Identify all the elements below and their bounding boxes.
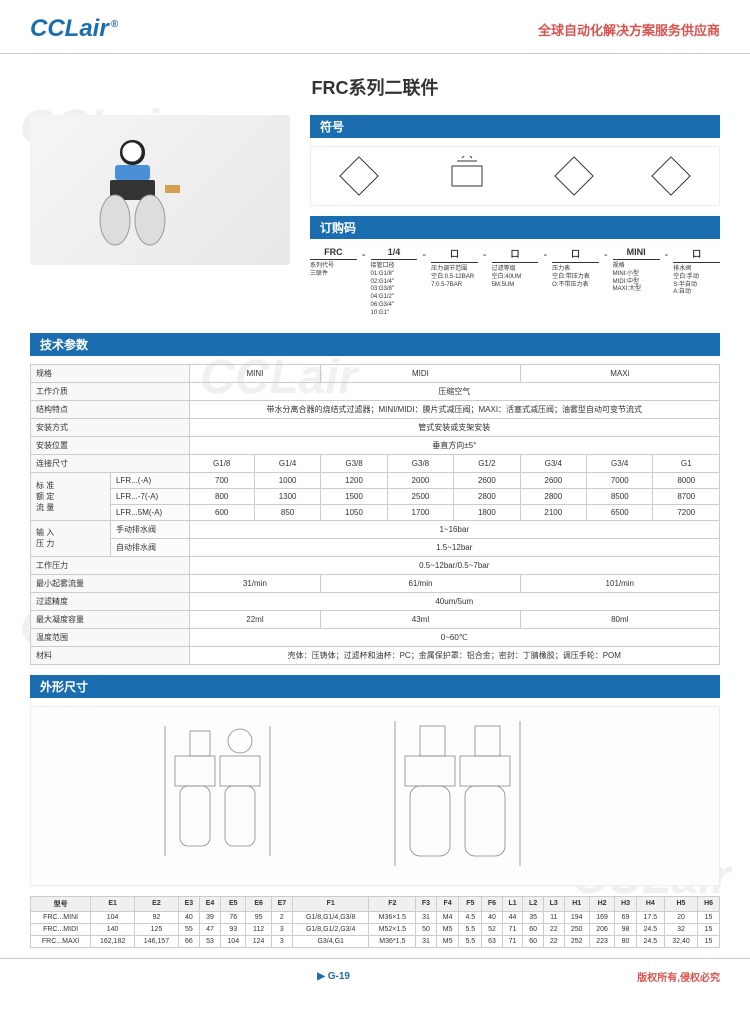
page-header: CCLair® 全球自动化解决方案服务供应商 xyxy=(0,0,750,54)
product-image xyxy=(30,115,290,265)
copyright: 版权所有,侵权必究 xyxy=(637,969,720,984)
page-footer: ▶ G-19 版权所有,侵权必究 xyxy=(0,958,750,994)
symbol-diagram xyxy=(310,146,720,206)
order-code: FRC系列代号三联件-1/4接管口径01:G1/8"02:G1/4"03:G3/… xyxy=(310,247,720,318)
dim-header: 外形尺寸 xyxy=(30,675,720,698)
tech-table: 规格MINIMIDIMAXi工作介质压缩空气结构特点带水分离合器的烧结式过滤器；… xyxy=(30,364,720,665)
tagline: 全球自动化解决方案服务供应商 xyxy=(538,20,720,39)
page-number: ▶ G-19 xyxy=(317,971,350,982)
tech-header: 技术参数 xyxy=(30,333,720,356)
symbol-header: 符号 xyxy=(310,115,720,138)
page-title: FRC系列二联件 xyxy=(30,74,720,100)
dimension-table: 型号E1E2E3E4E5E6E7F1F2F3F4F5F6L1L2L3H1H2H3… xyxy=(30,896,720,948)
dimension-drawing xyxy=(30,706,720,886)
logo: CCLair® xyxy=(30,15,118,43)
order-header: 订购码 xyxy=(310,216,720,239)
